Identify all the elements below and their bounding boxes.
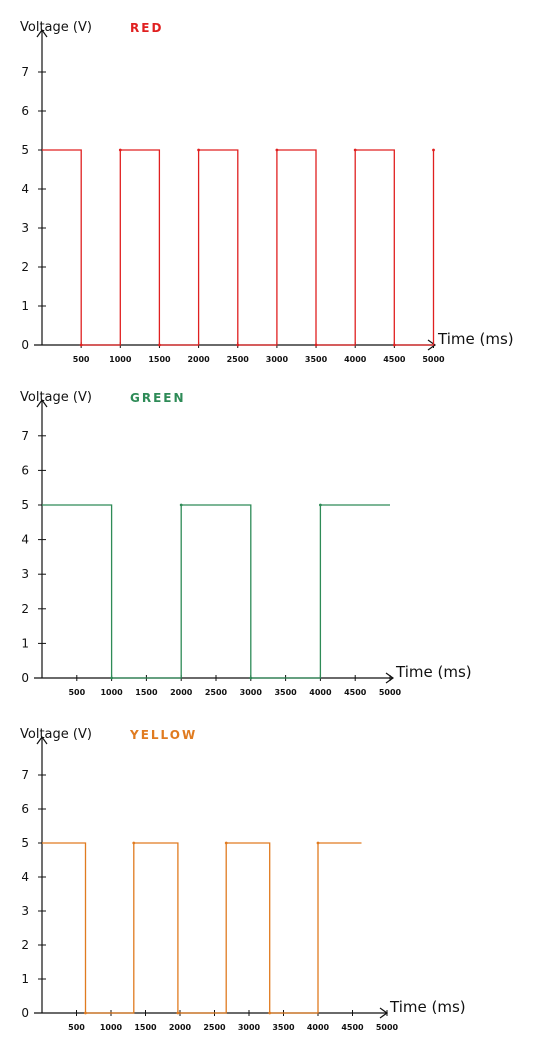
y-tick-label: 6 (21, 802, 29, 816)
transition-point (354, 149, 357, 152)
x-tick-label: 500 (68, 688, 85, 697)
chart-panel-green: Voltage (V) GREEN Time (ms) 0 1 2 3 4 5 6 7 500 1000… (20, 390, 472, 697)
signal-line-red (42, 150, 434, 345)
transition-point (110, 677, 113, 680)
y-tick-label: 4 (21, 182, 29, 196)
y-tick-label: 2 (21, 260, 29, 274)
x-tick-label: 3500 (272, 1023, 295, 1032)
y-tick-label: 4 (21, 870, 29, 884)
y-tick-label: 1 (21, 636, 29, 650)
y-tick-label: 3 (21, 567, 29, 581)
x-tick-label: 4000 (307, 1023, 330, 1032)
transition-point (319, 504, 322, 507)
y-tick-label: 6 (21, 463, 29, 477)
x-tick-label: 500 (68, 1023, 85, 1032)
x-tick-label: 4500 (344, 688, 367, 697)
transition-point (132, 842, 135, 845)
transition-point (393, 344, 396, 347)
x-tick-label: 3000 (238, 1023, 261, 1032)
transition-point (80, 344, 83, 347)
x-tick-label: 2500 (203, 1023, 226, 1032)
y-tick-label: 2 (21, 602, 29, 616)
y-tick-label: 0 (21, 338, 29, 352)
chart-panel-red: Voltage (V) RED Time (ms) 0 1 2 3 4 5 6 7 500 1000 15… (20, 20, 514, 364)
x-tick-label: 2500 (227, 355, 250, 364)
x-tick-label: 2500 (205, 688, 228, 697)
y-tick-label: 5 (21, 143, 29, 157)
y-tick-label: 1 (21, 299, 29, 313)
x-tick-label: 2000 (169, 1023, 192, 1032)
x-tick-label: 5000 (379, 688, 402, 697)
x-tick-label: 4000 (344, 355, 367, 364)
x-tick-label: 4500 (383, 355, 406, 364)
transition-point (315, 344, 318, 347)
x-tick-label: 1000 (109, 355, 132, 364)
transition-point (432, 149, 435, 152)
transition-point (276, 149, 279, 152)
x-tick-label: 1500 (135, 688, 158, 697)
y-tick-label: 7 (21, 65, 29, 79)
x-tick-label: 5000 (422, 355, 445, 364)
x-tick-label: 4500 (341, 1023, 364, 1032)
transition-point (317, 842, 320, 845)
y-tick-label: 0 (21, 1006, 29, 1020)
y-axis-label: Voltage (V) (20, 20, 92, 35)
x-tick-label: 1000 (100, 688, 123, 697)
y-tick-label: 3 (21, 221, 29, 235)
y-tick-label: 3 (21, 904, 29, 918)
x-tick-label: 3500 (274, 688, 297, 697)
signal-line-yellow (42, 843, 362, 1013)
x-axis-label: Time (ms) (389, 998, 466, 1016)
transition-point (249, 677, 252, 680)
transition-point (158, 344, 161, 347)
chart-title: GREEN (130, 391, 186, 405)
y-tick-label: 2 (21, 938, 29, 952)
signal-line-green (42, 505, 390, 678)
chart-title: RED (130, 21, 163, 35)
x-axis-label: Time (ms) (395, 663, 472, 681)
x-axis-label: Time (ms) (437, 330, 514, 348)
x-tick-label: 3000 (266, 355, 289, 364)
x-tick-label: 3500 (305, 355, 328, 364)
transition-point (177, 1012, 180, 1015)
y-tick-label: 4 (21, 533, 29, 547)
y-tick-label: 7 (21, 768, 29, 782)
x-tick-label: 1500 (148, 355, 171, 364)
chart-panel-yellow: Voltage (V) YELLOW Time (ms) 0 1 2 3 4 5 6 7 500 100… (20, 727, 466, 1032)
x-tick-label: 500 (73, 355, 90, 364)
transition-point (180, 504, 183, 507)
x-tick-label: 3000 (240, 688, 263, 697)
transition-point (236, 344, 239, 347)
y-axis-label: Voltage (V) (20, 727, 92, 742)
transition-point (84, 1012, 87, 1015)
transition-point (268, 1012, 271, 1015)
chart-title: YELLOW (129, 728, 197, 742)
y-axis-label: Voltage (V) (20, 390, 92, 405)
x-tick-label: 1000 (100, 1023, 123, 1032)
y-tick-label: 6 (21, 104, 29, 118)
y-tick-label: 0 (21, 671, 29, 685)
transition-point (197, 149, 200, 152)
x-tick-label: 1500 (134, 1023, 157, 1032)
y-tick-label: 7 (21, 429, 29, 443)
x-tick-label: 2000 (187, 355, 210, 364)
transition-point (225, 842, 228, 845)
y-tick-label: 5 (21, 498, 29, 512)
transition-point (119, 149, 122, 152)
y-tick-label: 1 (21, 972, 29, 986)
x-tick-label: 4000 (309, 688, 332, 697)
x-tick-label: 5000 (376, 1023, 399, 1032)
y-tick-label: 5 (21, 836, 29, 850)
x-tick-label: 2000 (170, 688, 193, 697)
